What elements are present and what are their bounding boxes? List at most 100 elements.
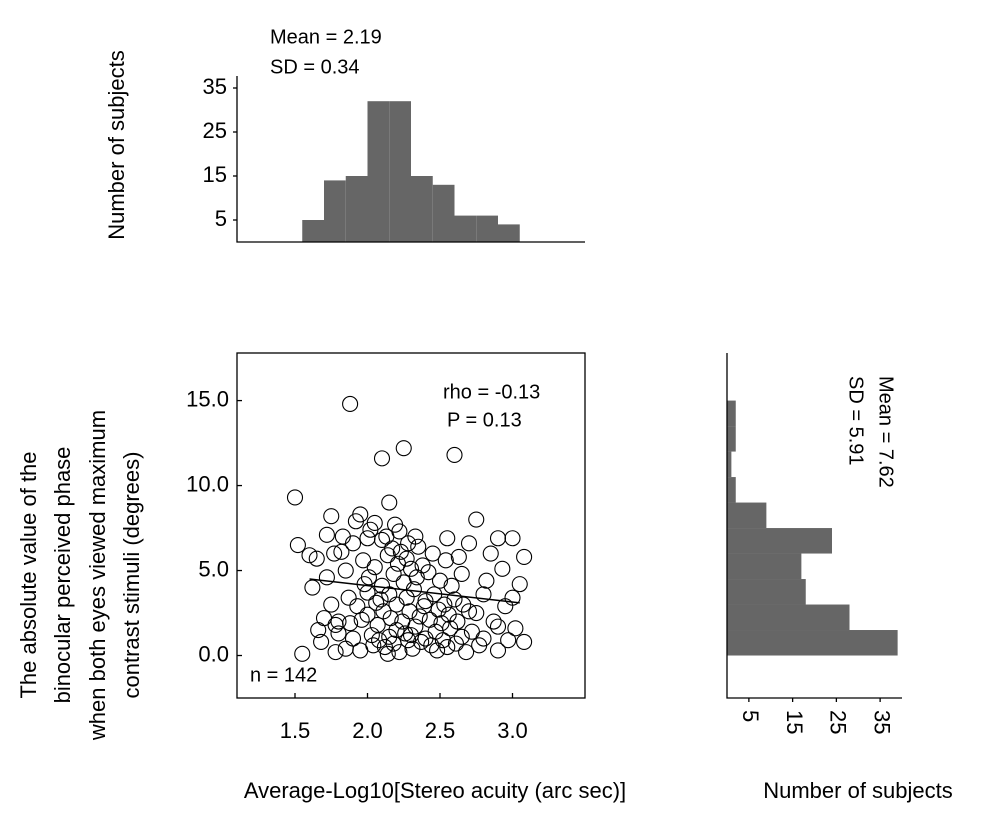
point <box>447 635 465 652</box>
bar <box>727 528 832 554</box>
annotation: n = 142 <box>250 664 317 686</box>
point <box>344 630 362 647</box>
x-tick-label: 2.0 <box>352 718 383 743</box>
point <box>359 530 376 547</box>
bar <box>345 176 368 242</box>
point <box>330 613 347 630</box>
point <box>386 516 404 533</box>
y-tick-label: 15 <box>203 162 227 187</box>
y-label: The absolute value of the <box>16 451 41 698</box>
point <box>318 569 335 586</box>
point <box>446 591 463 608</box>
point <box>310 621 327 639</box>
point <box>424 545 441 562</box>
bar <box>727 553 802 580</box>
right-x-label: Number of subjects <box>763 778 953 803</box>
point <box>347 513 364 530</box>
point <box>402 560 420 577</box>
y-tick-label: 25 <box>203 118 227 143</box>
point <box>398 550 415 567</box>
point <box>360 569 378 586</box>
point <box>381 494 398 511</box>
bar <box>727 630 898 656</box>
point <box>453 628 470 645</box>
point <box>436 596 453 613</box>
point <box>489 618 507 635</box>
annotation: P = 0.13 <box>447 409 522 431</box>
point <box>475 586 492 603</box>
point <box>342 395 359 413</box>
point <box>516 548 533 565</box>
point <box>366 514 383 532</box>
point <box>323 596 340 613</box>
point <box>315 610 333 627</box>
point <box>489 642 507 659</box>
bar <box>454 215 477 242</box>
point <box>366 559 383 576</box>
point <box>355 552 372 569</box>
point <box>494 560 511 577</box>
point <box>516 633 533 650</box>
point <box>327 616 344 633</box>
point <box>437 552 454 569</box>
axis <box>236 76 585 243</box>
bar <box>432 184 455 242</box>
point <box>468 511 485 528</box>
point <box>431 572 449 589</box>
point <box>289 536 306 554</box>
point <box>372 591 389 608</box>
y-label: when both eyes viewed maximum <box>85 410 110 741</box>
bar <box>302 220 324 242</box>
point <box>450 548 467 565</box>
point <box>376 638 393 656</box>
point <box>420 564 437 581</box>
point <box>301 547 318 564</box>
bar <box>727 604 850 631</box>
point <box>304 579 321 596</box>
point <box>323 508 340 525</box>
bar <box>727 451 732 478</box>
point <box>313 633 330 650</box>
axis <box>726 353 902 699</box>
point <box>349 598 366 615</box>
point <box>400 632 417 649</box>
point <box>391 644 408 661</box>
point <box>511 576 528 593</box>
y-label: binocular perceived phase <box>50 447 75 704</box>
y-label: contrast stimuli (degrees) <box>119 452 144 699</box>
point <box>478 572 495 589</box>
point <box>411 608 428 625</box>
x-tick-label: 2.5 <box>425 718 456 743</box>
bar <box>411 176 433 242</box>
point <box>504 589 521 606</box>
point <box>460 535 478 552</box>
point <box>340 589 357 606</box>
point <box>443 577 460 594</box>
point <box>373 531 391 548</box>
point <box>384 540 401 557</box>
annotation: rho = -0.13 <box>443 381 540 403</box>
y-tick-label: 5.0 <box>198 556 229 581</box>
point <box>471 637 488 654</box>
point <box>330 625 347 642</box>
annotation: Mean = 7.62 <box>875 376 897 488</box>
point <box>294 645 311 662</box>
y-tick-label: 5 <box>215 206 227 231</box>
point <box>429 642 446 659</box>
point <box>449 613 466 630</box>
point <box>379 645 396 662</box>
point <box>286 489 304 506</box>
point <box>485 613 502 630</box>
bar <box>324 180 346 242</box>
point <box>500 632 517 649</box>
y-tick-label: 10.0 <box>186 471 229 496</box>
point <box>342 615 359 632</box>
x-label: Average-Log10[Stereo acuity (arc sec)] <box>244 778 626 803</box>
point <box>415 598 433 615</box>
bar <box>389 101 411 242</box>
point <box>407 528 424 545</box>
point <box>417 630 434 647</box>
point <box>507 620 524 637</box>
bar <box>727 502 767 529</box>
y-tick-label: 0.0 <box>198 641 229 666</box>
